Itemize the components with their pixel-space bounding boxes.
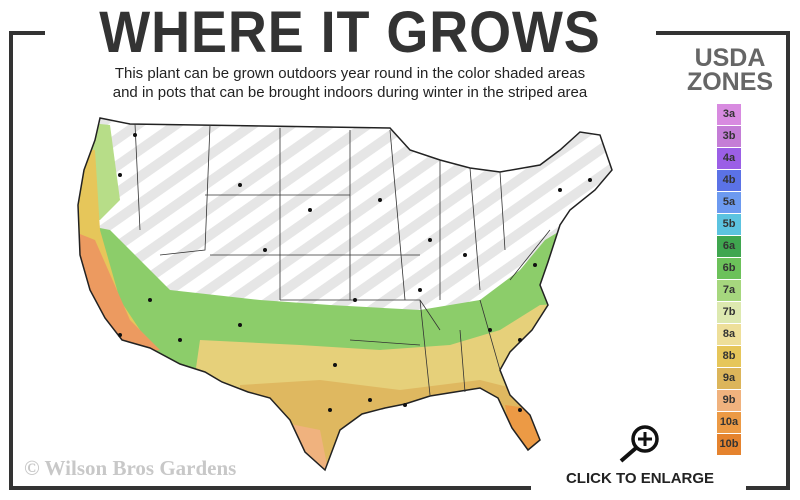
frame-bottom-left — [9, 486, 531, 490]
frame-right — [786, 31, 790, 490]
legend-zone-3a: 3a — [717, 104, 741, 125]
legend-zone-7a: 7a — [717, 280, 741, 301]
frame-left — [9, 31, 13, 490]
subtitle-line-1: This plant can be grown outdoors year ro… — [114, 65, 586, 82]
legend-title-line-1: USDA — [694, 44, 766, 72]
legend-title-line-2: ZONES — [686, 68, 774, 96]
page-title: WHERE IT GROWS — [99, 0, 601, 65]
frame-bottom-right — [746, 486, 790, 490]
city-dots — [118, 133, 592, 412]
zone-legend: 3a 3b 4a 4b 5a 5b 6a 6b 7a 7b 8a 8b 9a 9b 10a 10b — [717, 104, 741, 456]
legend-zone-6b: 6b — [717, 258, 741, 279]
subtitle-line-2: and in pots that can be brought indoors … — [112, 84, 588, 101]
legend-zone-7b: 7b — [717, 302, 741, 323]
state-borders — [134, 123, 551, 396]
legend-zone-5a: 5a — [717, 192, 741, 213]
legend-zone-4b: 4b — [717, 170, 741, 191]
legend-zone-8b: 8b — [717, 346, 741, 367]
legend-zone-9b: 9b — [717, 390, 741, 411]
legend-zone-10a: 10a — [717, 412, 741, 433]
legend-zone-4a: 4a — [717, 148, 741, 169]
legend-zone-5b: 5b — [717, 214, 741, 235]
frame-top-left — [9, 31, 45, 35]
subtitle: This plant can be grown outdoors year ro… — [40, 64, 660, 102]
zoom-in-magnifier-icon[interactable] — [617, 423, 663, 463]
zone-10-florida — [505, 405, 545, 460]
legend-zone-9a: 9a — [717, 368, 741, 389]
click-to-enlarge-button[interactable]: CLICK TO ENLARGE — [565, 470, 715, 487]
legend-zone-3b: 3b — [717, 126, 741, 147]
frame-top-right — [656, 31, 790, 35]
legend-zone-6a: 6a — [717, 236, 741, 257]
copyright-watermark: © Wilson Bros Gardens — [24, 456, 237, 480]
legend-zone-10b: 10b — [717, 434, 741, 455]
legend-title: USDA ZONES — [672, 44, 788, 96]
legend-zone-8a: 8a — [717, 324, 741, 345]
